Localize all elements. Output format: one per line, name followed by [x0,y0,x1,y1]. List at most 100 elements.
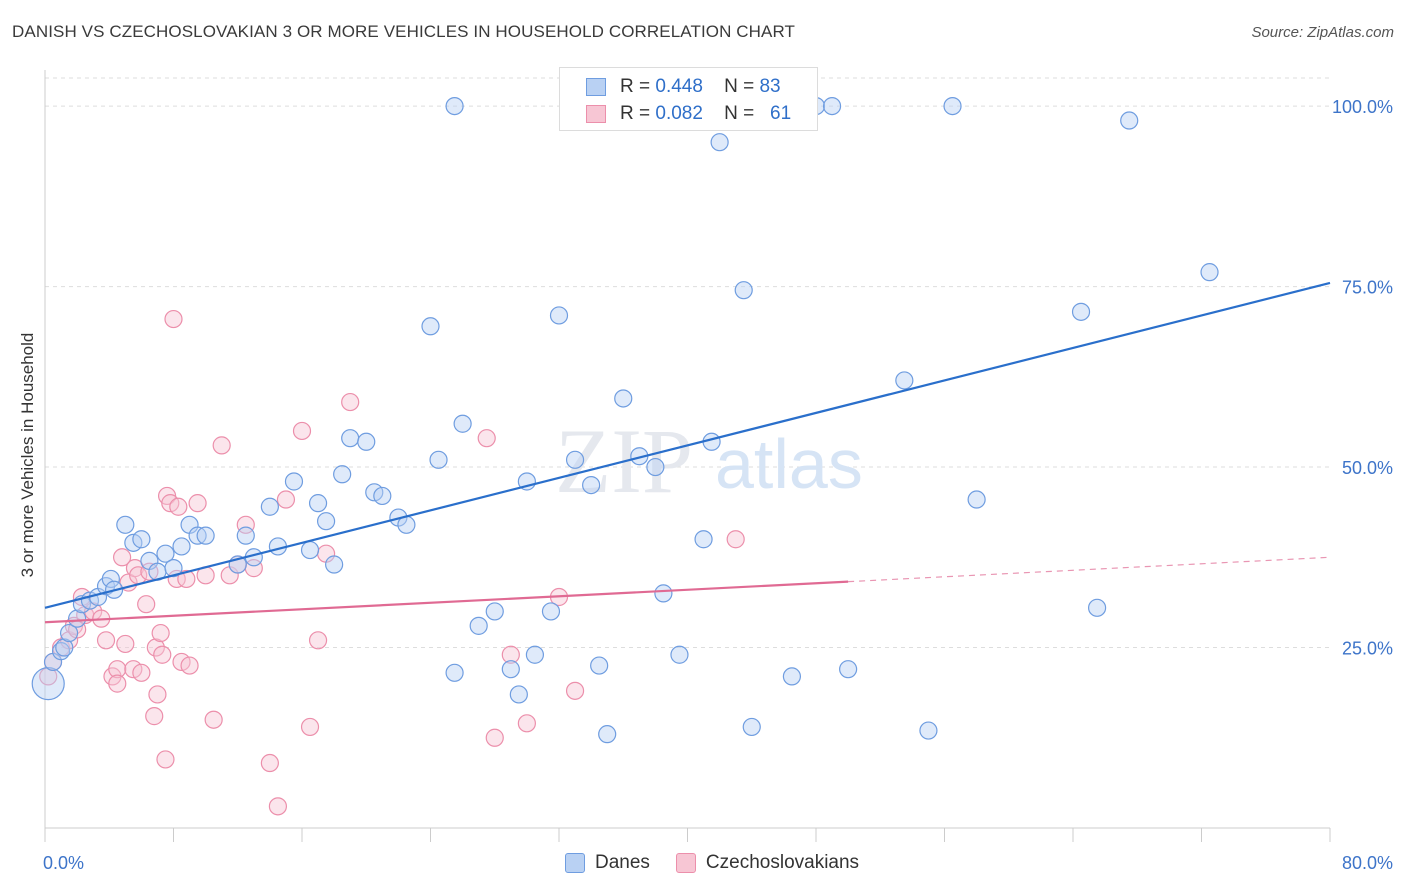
point-czech [212,436,231,455]
point-czech [276,490,296,509]
point-danes [710,133,729,152]
point-czech [236,515,255,534]
point-danes [646,457,665,477]
legend-swatch-danes [586,78,606,96]
x-tick-label-min: 0.0% [43,853,84,873]
trend-line-dashed-czech [848,556,1331,583]
point-danes [429,450,448,469]
point-czech [164,309,183,329]
legend-danes-n-label: N = [724,76,755,97]
point-danes [822,96,842,116]
point-czech [300,717,320,737]
y-tick-label: 50.0% [1342,458,1393,478]
point-czech [145,707,164,726]
point-czech [260,753,279,773]
point-danes [614,389,633,408]
point-danes [260,497,279,516]
point-danes [445,96,464,116]
point-danes [284,472,304,491]
point-danes [116,515,135,534]
point-danes [59,623,79,643]
legend-danes-r-value: 0.448 [655,76,703,97]
point-danes [742,717,761,737]
point-danes [919,721,938,740]
point-czech [108,674,127,693]
watermark-atlas: atlas [715,425,863,503]
point-czech [151,623,170,643]
point-danes [598,725,617,744]
point-czech [146,638,165,657]
point-danes [164,559,183,578]
point-czech [156,750,175,769]
point-danes [549,306,569,325]
chart-source: Source: ZipAtlas.com [1251,24,1394,41]
bottom-legend-label-czech: Czechoslovakians [705,852,860,873]
point-danes [196,526,215,545]
point-czech [153,645,172,664]
point-danes [316,512,336,531]
point-czech [137,595,156,614]
point-danes [895,371,914,390]
point-czech [148,685,167,704]
point-danes [734,281,753,300]
legend-box: R = 0.448 N = 83 R = 0.082 N = 61 [559,67,818,131]
point-danes [525,645,545,664]
point-czech [132,663,151,682]
legend-czech-r-label: R = [620,103,651,124]
point-czech [341,392,360,412]
point-danes [300,540,320,560]
point-danes [308,494,328,513]
point-danes [541,602,561,621]
point-danes [421,317,440,336]
point-danes [156,544,175,563]
point-czech [112,548,132,567]
point-danes [1120,111,1139,130]
point-danes [333,465,352,484]
point-danes [357,432,376,451]
point-danes [101,569,120,589]
point-czech [726,530,745,549]
point-danes [694,530,713,549]
point-danes [132,530,151,549]
point-danes [654,584,673,603]
x-tick-label-max: 80.0% [1342,853,1393,873]
trend-line-danes [44,281,1331,609]
point-danes [485,602,504,621]
legend-czech-n-label: N = [724,103,755,124]
legend-row-czech: R = 0.082 N = 61 [586,102,791,126]
point-danes [1071,302,1091,321]
point-danes [341,429,360,448]
point-danes [172,537,191,556]
y-tick-label: 25.0% [1342,639,1393,659]
point-danes [445,663,464,682]
point-czech [477,429,496,448]
point-danes [31,667,65,701]
legend-danes-r-label: R = [620,76,651,97]
point-danes [373,486,392,506]
bottom-legend-swatch-danes [565,853,585,873]
point-danes [509,685,528,704]
point-danes [68,609,87,628]
point-danes [590,656,609,675]
point-danes [943,96,962,116]
chart-title: DANISH VS CZECHOSLOVAKIAN 3 OR MORE VEHI… [12,22,796,41]
point-czech [268,797,288,816]
bottom-legend-czech: Czechoslovakians [675,852,860,874]
y-tick-label: 75.0% [1342,278,1393,298]
point-danes [55,638,74,657]
point-czech [501,645,520,664]
point-danes [967,490,986,509]
legend-row-danes: R = 0.448 N = 83 [586,75,781,99]
point-czech [204,710,223,729]
legend-czech-n-value: 61 [770,103,792,124]
point-czech [485,728,504,747]
point-danes [453,414,472,433]
point-danes [501,660,520,679]
point-czech [96,631,116,650]
point-czech [188,494,207,513]
point-danes [1087,598,1107,617]
legend-danes-n-value: 83 [759,76,781,97]
bottom-legend-label-danes: Danes [595,852,650,873]
point-danes [236,526,255,545]
